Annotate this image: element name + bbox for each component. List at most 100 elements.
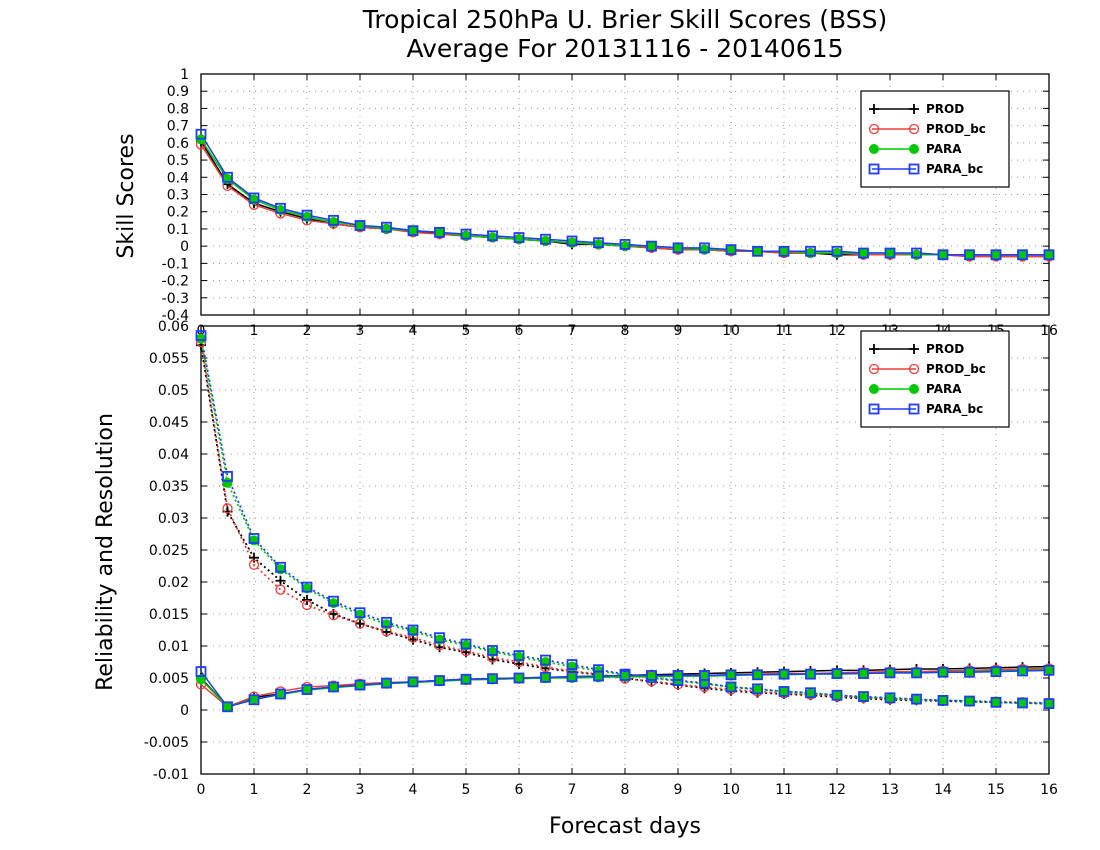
bottom-x-tick-label: 14	[934, 782, 952, 798]
top-y-tick-label: -0.1	[162, 256, 189, 272]
data-point-PARA_bc	[884, 667, 896, 679]
bottom-x-tick-label: 2	[303, 782, 312, 798]
data-point-PARA_bc	[990, 666, 1002, 677]
chart-title-line1: Tropical 250hPa U. Brier Skill Scores (B…	[362, 5, 887, 34]
data-point-PARA	[991, 697, 1001, 708]
data-point-PROD_bc	[222, 503, 233, 514]
data-point-PARA_bc	[964, 695, 975, 707]
data-point-PARA_bc	[566, 671, 578, 683]
data-point-PARA_bc	[407, 676, 419, 688]
data-point-PARA	[752, 246, 763, 257]
data-point-PARA_bc	[937, 249, 949, 261]
data-point-PARA_bc	[964, 249, 975, 261]
legend-label-PROD_bc: PROD_bc	[926, 362, 986, 377]
data-point-PARA_bc	[487, 645, 498, 656]
data-point-PARA	[938, 695, 948, 706]
legend-marker-PARA	[869, 384, 879, 394]
top-y-tick-label: 0.7	[167, 119, 189, 135]
legend-label-PROD: PROD	[926, 342, 964, 356]
data-point-PARA	[646, 241, 657, 252]
data-point-PARA_bc	[831, 689, 843, 701]
data-point-PARA_bc	[884, 692, 896, 704]
data-point-PARA_bc	[699, 242, 710, 254]
data-point-PARA_bc	[990, 696, 1002, 708]
legend-marker-PROD_bc	[908, 363, 920, 375]
data-point-PARA	[1017, 697, 1028, 708]
data-point-PARA_bc	[805, 245, 816, 257]
data-point-PARA_bc	[487, 673, 498, 685]
bottom-x-tick-label: 16	[1040, 782, 1058, 798]
top-legend: PROD PROD_bc PARA PARA_bc	[860, 90, 1010, 188]
data-point-PARA_bc	[460, 673, 472, 685]
series-line-PARA-resolution	[200, 338, 1050, 705]
top-y-tick-label: 0.2	[167, 205, 189, 221]
legend-marker-PARA_bc	[908, 163, 920, 175]
data-point-PARA_bc	[1017, 665, 1028, 677]
data-point-PARA_bc	[195, 330, 207, 342]
data-point-PARA_bc	[805, 668, 816, 680]
bottom-y-tick-label: 0.06	[158, 319, 189, 335]
data-point-PARA_bc	[1043, 664, 1055, 676]
data-point-PARA_bc	[407, 225, 419, 237]
top-y-tick-label: 0.3	[167, 188, 189, 204]
skill-scores-panel: -0.4-0.3-0.2 -0.100.10.20.3 0.40.50.60.7 0.…	[162, 67, 1058, 339]
top-y-tick-label: 0.8	[167, 101, 189, 117]
data-point-PARA_bc	[1017, 697, 1028, 709]
data-point-PARA	[858, 668, 869, 679]
data-point-PARA_bc	[831, 245, 843, 257]
data-point-PARA	[938, 667, 948, 678]
data-point-PARA_bc	[566, 235, 578, 247]
legend-marker-PARA_bc	[868, 163, 880, 175]
top-y-tick-label: 0.5	[167, 153, 189, 169]
bottom-y-tick-label: 0.04	[158, 447, 189, 463]
bottom-x-tick-label: 9	[674, 782, 683, 798]
data-point-PARA_bc	[354, 679, 366, 691]
bottom-y-tick-label: 0	[180, 703, 189, 719]
data-point-PARA	[752, 669, 763, 680]
reliability-resolution-panel: -0.01 -0.005 0 0.005 0.01 0.015 0.02 0.025 0.03 0…	[144, 319, 1058, 798]
data-point-PARA_bc	[672, 670, 684, 681]
data-point-PARA_bc	[699, 670, 710, 681]
legend-marker-PARA	[909, 144, 919, 154]
data-point-PARA_bc	[301, 209, 313, 221]
bottom-y-tick-label: 0.055	[149, 351, 189, 367]
data-point-PARA	[964, 249, 975, 260]
legend-marker-PROD	[909, 104, 919, 114]
bottom-x-tick-label: 15	[987, 782, 1005, 798]
bottom-y-tick-label: 0.02	[158, 575, 189, 591]
data-point-PARA	[858, 248, 869, 259]
data-point-PARA_bc	[619, 670, 631, 681]
data-point-PARA_bc	[513, 650, 525, 661]
data-point-PARA	[196, 674, 206, 685]
data-point-PARA_bc	[487, 230, 498, 242]
bottom-y-tick-label: 0.035	[149, 479, 189, 495]
data-point-PARA_bc	[460, 638, 472, 650]
data-point-PARA	[196, 333, 206, 344]
data-point-PARA_bc	[540, 654, 551, 666]
data-point-PARA	[938, 249, 948, 260]
legend-label-PARA: PARA	[926, 382, 962, 396]
top-y-axis-label: Skill Scores	[114, 133, 139, 258]
data-point-PARA_bc	[195, 666, 207, 677]
data-point-PARA_bc	[911, 247, 922, 259]
data-point-PARA	[964, 696, 975, 707]
data-point-PARA_bc	[248, 533, 260, 544]
top-legend-box	[860, 90, 1010, 188]
bottom-y-tick-label: 0.015	[149, 607, 189, 623]
data-point-PROD	[275, 575, 286, 586]
legend-marker-PARA_bc	[908, 403, 920, 415]
top-y-tick-label: -0.4	[162, 308, 189, 324]
bottom-x-tick-label: 7	[568, 782, 577, 798]
legend-marker-PARA_bc	[868, 403, 880, 415]
legend-label-PARA: PARA	[926, 142, 962, 156]
data-point-PARA_bc	[513, 232, 525, 243]
data-point-PARA	[222, 701, 233, 712]
data-point-PARA_bc	[805, 687, 816, 699]
data-point-PARA	[832, 690, 842, 701]
bottom-x-tick-label: 10	[722, 782, 740, 798]
data-point-PARA	[1044, 249, 1054, 260]
top-y-tick-label: -0.3	[162, 291, 189, 307]
data-point-PARA_bc	[911, 693, 922, 705]
legend-marker-PARA	[869, 144, 879, 154]
data-point-PARA_bc	[407, 624, 419, 636]
